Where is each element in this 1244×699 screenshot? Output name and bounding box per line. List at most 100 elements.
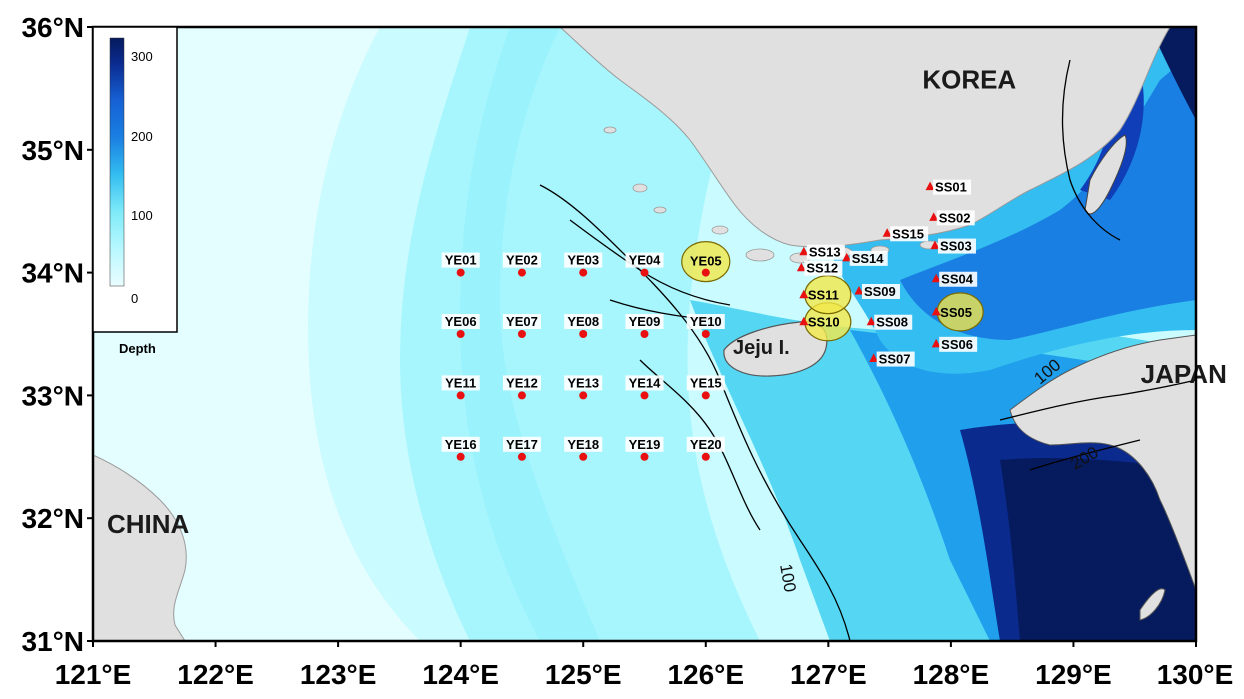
south-sea-station-marker xyxy=(925,181,935,191)
station-label-bg xyxy=(686,375,725,391)
station-label-bg xyxy=(625,436,664,452)
station-label: SS12 xyxy=(806,261,838,276)
station-label-bg xyxy=(890,226,929,242)
x-tick-label: 130°E xyxy=(1157,659,1234,690)
yellow-sea-station-marker xyxy=(701,268,710,277)
yellow-sea-station-marker xyxy=(701,330,710,338)
colorbar-gradient xyxy=(109,37,125,287)
station-label-bg xyxy=(874,314,913,330)
station-label: YE10 xyxy=(690,314,722,329)
station-label-bg xyxy=(502,252,541,268)
station-label: YE03 xyxy=(567,253,599,268)
station-label-bg xyxy=(441,252,480,268)
station-label-bg xyxy=(849,250,888,266)
station-label: SS04 xyxy=(941,272,974,287)
station-label: SS03 xyxy=(940,239,972,254)
island-label-jeju: Jeju I. xyxy=(733,337,790,359)
highlight-circle xyxy=(681,241,731,283)
yellow-sea-station-marker xyxy=(517,268,526,277)
x-tick-label: 125°E xyxy=(545,659,622,690)
station-label: SS11 xyxy=(808,288,839,303)
highlight-circles xyxy=(681,241,984,342)
station-label: YE01 xyxy=(445,253,477,268)
x-tick-label: 124°E xyxy=(422,659,499,690)
south-sea-station-marker xyxy=(842,252,852,262)
x-tick-label: 122°E xyxy=(177,659,254,690)
station-label-bg xyxy=(686,314,725,329)
south-sea-station-marker xyxy=(931,306,941,316)
colorbar-title: Depth xyxy=(119,341,156,356)
station-label-bg xyxy=(939,271,978,287)
south-sea-station-marker xyxy=(799,246,809,256)
station-label-bg xyxy=(564,314,603,329)
station-label: YE15 xyxy=(690,375,722,390)
station-label: YE18 xyxy=(567,437,599,452)
yellow-sea-station-marker xyxy=(701,391,710,400)
south-sea-station-marker xyxy=(799,289,809,299)
colorbar-tick: 300 xyxy=(131,49,153,64)
x-tick-label: 129°E xyxy=(1035,659,1112,690)
y-tick-label: 35°N xyxy=(21,135,84,166)
station-label-bg xyxy=(936,210,975,226)
y-tick-label: 34°N xyxy=(21,258,84,289)
station-label-bg xyxy=(502,436,541,452)
south-sea-station-marker xyxy=(799,316,809,326)
station-label-bg xyxy=(502,375,541,391)
colorbar-tick: 200 xyxy=(131,129,153,144)
station-label-bg xyxy=(806,244,845,260)
x-tick-label: 121°E xyxy=(55,659,132,690)
station-label: YE11 xyxy=(445,375,476,390)
yellow-sea-station-marker xyxy=(579,268,588,277)
yellow-sea-station-marker xyxy=(456,330,465,338)
station-label-bg xyxy=(686,436,725,452)
station-label-bg xyxy=(625,375,664,391)
south-sea-stations: SS01 SS02 SS03 SS04 SS05 SS06 SS07 SS08 SS09 SS10… xyxy=(796,179,978,367)
station-label-bg xyxy=(564,375,603,391)
yellow-sea-station-marker xyxy=(579,330,588,338)
yellow-sea-station-marker xyxy=(640,452,649,461)
south-sea-station-marker xyxy=(869,353,879,363)
yellow-sea-station-marker xyxy=(579,452,588,461)
y-tick-label: 33°N xyxy=(21,380,84,411)
station-label-bg xyxy=(441,314,480,329)
station-label: SS10 xyxy=(808,315,840,330)
station-label: YE09 xyxy=(629,314,661,329)
station-label: SS02 xyxy=(939,210,971,225)
station-label: YE12 xyxy=(506,375,538,390)
station-label: YE07 xyxy=(506,314,538,329)
map-frame xyxy=(91,25,1198,643)
station-label: YE05 xyxy=(690,254,722,269)
x-tick-label: 123°E xyxy=(300,659,377,690)
station-label-bg xyxy=(804,260,843,276)
yellow-sea-station-marker xyxy=(640,330,649,338)
yellow-sea-station-marker xyxy=(456,391,465,400)
station-label: YE04 xyxy=(629,253,662,268)
yellow-sea-station-marker xyxy=(701,452,710,461)
south-sea-station-marker xyxy=(931,338,941,348)
bathymetry-layer xyxy=(93,27,1196,641)
station-label-bg xyxy=(876,351,915,367)
station-label: SS08 xyxy=(876,315,908,330)
south-sea-station-marker xyxy=(796,262,806,272)
station-label: YE08 xyxy=(567,314,599,329)
station-label: YE13 xyxy=(567,375,599,390)
station-label-bg xyxy=(933,179,972,195)
yellow-sea-station-marker xyxy=(517,330,526,338)
station-label: SS01 xyxy=(935,180,967,195)
yellow-sea-station-marker xyxy=(579,391,588,400)
station-label: SS06 xyxy=(941,337,973,352)
yellow-sea-stations: YE01 YE02 YE03 YE04 YE05 YE06 YE07 YE08 YE09 YE10… xyxy=(441,252,725,461)
region-label-china: CHINA xyxy=(107,509,190,539)
station-label: YE02 xyxy=(506,253,538,268)
station-label-bg xyxy=(564,252,603,268)
south-sea-station-marker xyxy=(882,228,892,237)
south-sea-station-marker xyxy=(929,212,939,221)
station-label-bg xyxy=(937,238,976,254)
yellow-sea-station-marker xyxy=(517,452,526,461)
y-tick-label: 36°N xyxy=(21,12,84,43)
station-label: SS09 xyxy=(864,284,896,299)
station-label: YE17 xyxy=(506,437,538,452)
yellow-sea-station-marker xyxy=(640,391,649,400)
yellow-sea-station-marker xyxy=(517,391,526,400)
